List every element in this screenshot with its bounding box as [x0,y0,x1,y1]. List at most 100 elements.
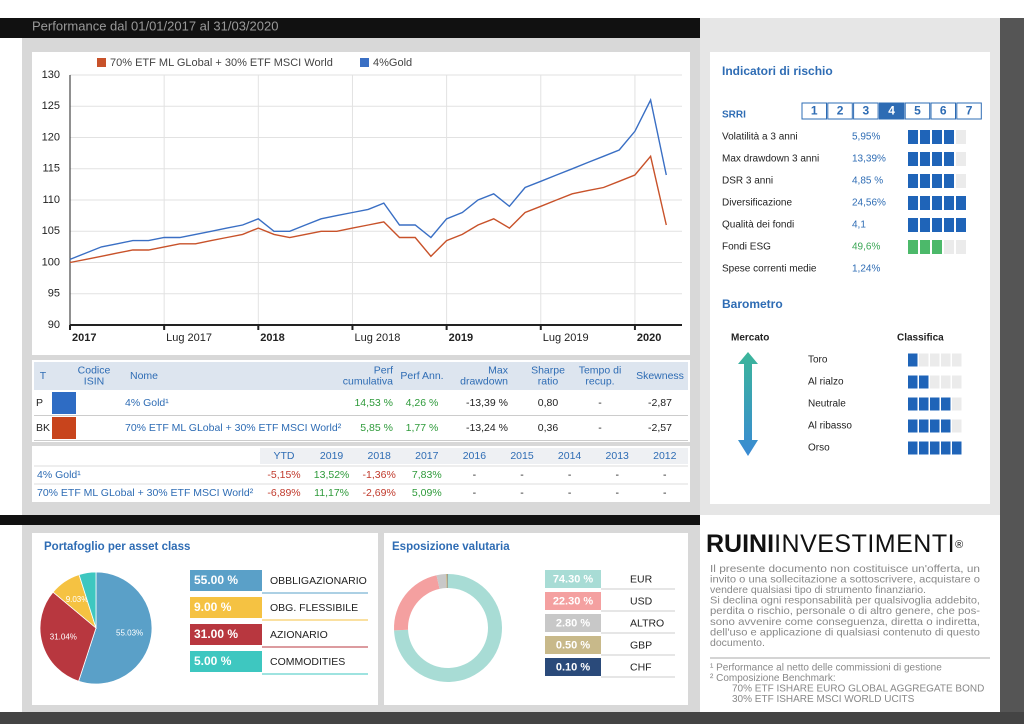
legend-value: 9.00 % [194,600,232,614]
risk-value: 49,6% [852,242,880,253]
table-cell: - [615,469,619,481]
level-box [956,218,966,232]
level-box [956,152,966,166]
risk-label: Volatilità a 3 anni [722,132,798,143]
level-box [956,174,966,188]
legend-value: 0.10 % [556,661,590,673]
level-box [944,240,954,254]
legend-name: USD [630,595,653,607]
risk-label: Spese correnti medie [722,264,817,275]
level-box [952,353,962,367]
table-header: cumulativa [343,375,393,387]
row-name: 4% Gold¹ [37,469,81,481]
level-box [920,196,930,210]
table-header: Tempo di [579,364,622,376]
legend-name: COMMODITIES [270,656,345,668]
level-box [908,130,918,144]
level-box [908,375,918,389]
level-box [932,218,942,232]
level-box [920,218,930,232]
row-color [52,392,76,414]
risk-value: 1,24% [852,264,880,275]
y-tick-label: 90 [48,319,60,331]
level-box [908,353,918,367]
x-tick-label: 2017 [72,332,96,344]
legend-name: OBBLIGAZIONARIO [270,575,367,587]
level-box [952,441,962,455]
table-cell: 11,17% [314,487,349,499]
barometer-arrow [738,352,758,456]
divider [0,515,700,525]
risk-value: 4,1 [852,220,866,231]
srri-value: 4 [888,104,895,118]
table-header: 2018 [368,450,392,462]
level-box [919,441,929,455]
table-cell: - [568,469,572,481]
table-header: 2012 [653,450,677,462]
level-box [919,397,929,411]
y-tick-label: 95 [48,288,60,300]
x-tick-label: 2019 [449,332,473,344]
row-name: 70% ETF ML GLobal + 30% ETF MSCI World² [37,487,254,499]
legend-value: 5.00 % [194,654,232,668]
table-cell: -6,89% [267,487,300,499]
table-header: 2016 [463,450,487,462]
level-box [920,152,930,166]
table-header: Skewness [636,370,684,382]
legend-value: 0.50 % [556,639,590,651]
table-header: ISIN [84,375,104,387]
srri-value: 6 [940,104,947,118]
level-box [930,397,940,411]
level-box [930,419,940,433]
row-name: 4% Gold¹ [125,397,169,409]
table-header: 2017 [415,450,439,462]
table-header: Sharpe [531,364,565,376]
srri-box [904,102,931,120]
table-cell: -5,15% [267,469,300,481]
level-box [919,353,929,367]
level-box [919,375,929,389]
table-header: drawdown [460,375,508,387]
level-box [956,130,966,144]
level-box [908,397,918,411]
disclaimer-line: sono avvenire come conseguenza, diretta … [710,616,980,628]
line-series [69,154,667,264]
level-box [908,419,918,433]
legend-swatch [360,58,369,67]
row-type: BK [36,422,50,434]
level-box [908,218,918,232]
table-header-bg [260,448,688,464]
row-color [52,417,76,439]
x-tick-label: Lug 2017 [166,332,212,344]
srri-box [801,102,827,120]
table-cell: 5,09% [412,487,442,499]
disclaimer-line: documento. [710,637,765,649]
risk-value: 13,39% [852,154,886,165]
table-cell: 13,52% [314,469,350,481]
risk-label: Max drawdown 3 anni [722,154,819,165]
pie-label: 55.03% [116,628,143,637]
risk-value: 24,56% [852,198,886,209]
x-tick-label: Lug 2019 [543,332,589,344]
srri-box [827,102,853,120]
x-tick-label: 2018 [260,332,284,344]
legend-name: EUR [630,573,653,585]
y-tick-label: 105 [42,225,60,237]
legend-box [545,570,601,588]
table-cell: - [520,469,524,481]
disclaimer-line: perdita o rischio, personale o di altro … [710,605,981,617]
table-header-bg [34,362,688,390]
level-box [930,441,940,455]
pie-slice [78,571,153,685]
table-cell: -2,87 [648,397,672,409]
legend-box [190,570,262,591]
table-header: 2014 [558,450,582,462]
table-cell: -2,69% [363,487,396,499]
table-cell: - [615,487,619,499]
level-box [908,174,918,188]
legend-name: CHF [630,661,652,673]
srri-value: 2 [837,104,844,118]
donut-slice [445,574,448,589]
level-box [932,196,942,210]
right-edge [1000,18,1024,724]
